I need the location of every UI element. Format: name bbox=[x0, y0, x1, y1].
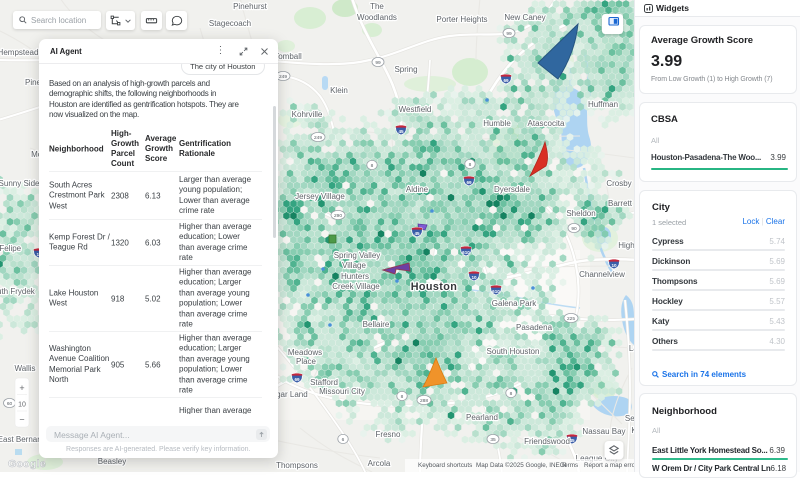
svg-text:249: 249 bbox=[314, 135, 322, 141]
svg-text:Pine: Pine bbox=[25, 78, 42, 87]
svg-text:Seabrook: Seabrook bbox=[625, 414, 634, 423]
svg-text:Kemah: Kemah bbox=[631, 426, 634, 435]
svg-text:Stagecoach: Stagecoach bbox=[209, 19, 251, 28]
svg-text:225: 225 bbox=[567, 316, 575, 322]
svg-text:Sheldon: Sheldon bbox=[566, 209, 595, 218]
svg-text:Klein: Klein bbox=[330, 86, 348, 95]
svg-text:Kohrville: Kohrville bbox=[292, 110, 323, 119]
svg-text:288: 288 bbox=[420, 398, 428, 404]
svg-text:45: 45 bbox=[414, 231, 420, 236]
svg-text:League City: League City bbox=[576, 454, 619, 463]
svg-text:Keyboard shortcuts: Keyboard shortcuts bbox=[418, 462, 472, 469]
svg-text:Huffman: Huffman bbox=[588, 100, 618, 109]
svg-text:69: 69 bbox=[503, 78, 509, 83]
svg-text:Pinehurst: Pinehurst bbox=[233, 2, 268, 11]
svg-text:Village: Village bbox=[342, 261, 366, 270]
svg-text:Tomball: Tomball bbox=[274, 52, 302, 61]
svg-text:Hempstead: Hempstead bbox=[0, 48, 38, 57]
svg-text:South Houston: South Houston bbox=[487, 347, 540, 356]
svg-text:Wallis: Wallis bbox=[14, 364, 35, 373]
svg-text:Pasadena: Pasadena bbox=[516, 323, 553, 332]
svg-text:Friendswood: Friendswood bbox=[524, 437, 570, 446]
svg-text:Sugar Land: Sugar Land bbox=[266, 390, 307, 399]
svg-text:Arcola: Arcola bbox=[368, 459, 391, 468]
svg-text:8: 8 bbox=[371, 163, 374, 169]
svg-text:Terms: Terms bbox=[561, 462, 578, 469]
svg-text:10: 10 bbox=[18, 402, 26, 409]
svg-text:Bellaire: Bellaire bbox=[363, 320, 390, 329]
svg-text:610: 610 bbox=[492, 289, 500, 294]
svg-text:Barrett: Barrett bbox=[608, 199, 633, 208]
svg-text:South Frydek: South Frydek bbox=[0, 287, 36, 296]
svg-text:Sunny Side: Sunny Side bbox=[0, 179, 40, 188]
svg-text:Channelview: Channelview bbox=[579, 270, 625, 279]
svg-text:Spring Valley: Spring Valley bbox=[334, 251, 381, 260]
svg-text:Houston: Houston bbox=[411, 281, 458, 293]
svg-text:−: − bbox=[19, 415, 24, 425]
svg-text:99: 99 bbox=[375, 60, 381, 66]
svg-text:+: + bbox=[19, 383, 24, 393]
svg-text:60: 60 bbox=[7, 401, 13, 407]
svg-text:Crosby: Crosby bbox=[606, 179, 631, 188]
svg-text:290: 290 bbox=[334, 213, 342, 219]
svg-text:8: 8 bbox=[401, 394, 404, 400]
svg-text:Report a map error: Report a map error bbox=[584, 462, 634, 469]
svg-text:Porter Heights: Porter Heights bbox=[436, 15, 487, 24]
svg-text:La Porte: La Porte bbox=[629, 344, 634, 353]
svg-text:Beasley: Beasley bbox=[98, 457, 126, 466]
svg-text:Spring: Spring bbox=[394, 65, 417, 74]
svg-text:San Felipe: San Felipe bbox=[0, 244, 22, 253]
svg-text:Meadows: Meadows bbox=[288, 348, 322, 357]
svg-text:Pearland: Pearland bbox=[466, 413, 498, 422]
svg-text:Nassau Bay: Nassau Bay bbox=[582, 427, 625, 436]
svg-text:6: 6 bbox=[342, 437, 345, 443]
svg-text:69: 69 bbox=[466, 180, 472, 185]
svg-text:69: 69 bbox=[294, 377, 300, 382]
svg-text:Dyersdale: Dyersdale bbox=[494, 185, 531, 194]
svg-text:10: 10 bbox=[471, 275, 477, 280]
svg-text:Aldine: Aldine bbox=[406, 185, 429, 194]
svg-text:Woodlands: Woodlands bbox=[357, 13, 397, 22]
svg-text:Humble: Humble bbox=[483, 119, 511, 128]
svg-text:The: The bbox=[370, 2, 384, 11]
svg-text:Creek Village: Creek Village bbox=[332, 282, 380, 291]
svg-text:Missouri City: Missouri City bbox=[319, 387, 365, 396]
svg-text:New Caney: New Caney bbox=[504, 13, 545, 22]
svg-text:45: 45 bbox=[569, 438, 575, 443]
svg-text:8: 8 bbox=[510, 391, 513, 397]
svg-text:Hunters: Hunters bbox=[341, 272, 369, 281]
svg-text:90: 90 bbox=[571, 226, 577, 232]
svg-text:35: 35 bbox=[490, 437, 496, 443]
svg-text:249: 249 bbox=[279, 74, 287, 80]
svg-text:45: 45 bbox=[398, 129, 404, 134]
svg-text:Atascocita: Atascocita bbox=[528, 119, 565, 128]
svg-text:610: 610 bbox=[462, 250, 470, 255]
svg-text:10: 10 bbox=[611, 263, 617, 268]
svg-text:Stafford: Stafford bbox=[310, 378, 338, 387]
svg-text:Westfield: Westfield bbox=[399, 105, 432, 114]
svg-text:Place: Place bbox=[296, 357, 317, 366]
svg-text:Fresno: Fresno bbox=[376, 430, 401, 439]
svg-text:East Bernard: East Bernard bbox=[0, 435, 44, 444]
svg-text:Thompsons: Thompsons bbox=[276, 461, 318, 470]
svg-text:Galena Park: Galena Park bbox=[492, 299, 537, 308]
svg-text:Highlands: Highlands bbox=[618, 241, 634, 250]
svg-text:99: 99 bbox=[506, 31, 512, 37]
svg-text:8: 8 bbox=[469, 162, 472, 168]
svg-text:Jersey Village: Jersey Village bbox=[295, 192, 345, 201]
svg-text:Google: Google bbox=[8, 458, 46, 470]
svg-text:Map Data ©2025 Google, INEGI: Map Data ©2025 Google, INEGI bbox=[476, 461, 567, 469]
